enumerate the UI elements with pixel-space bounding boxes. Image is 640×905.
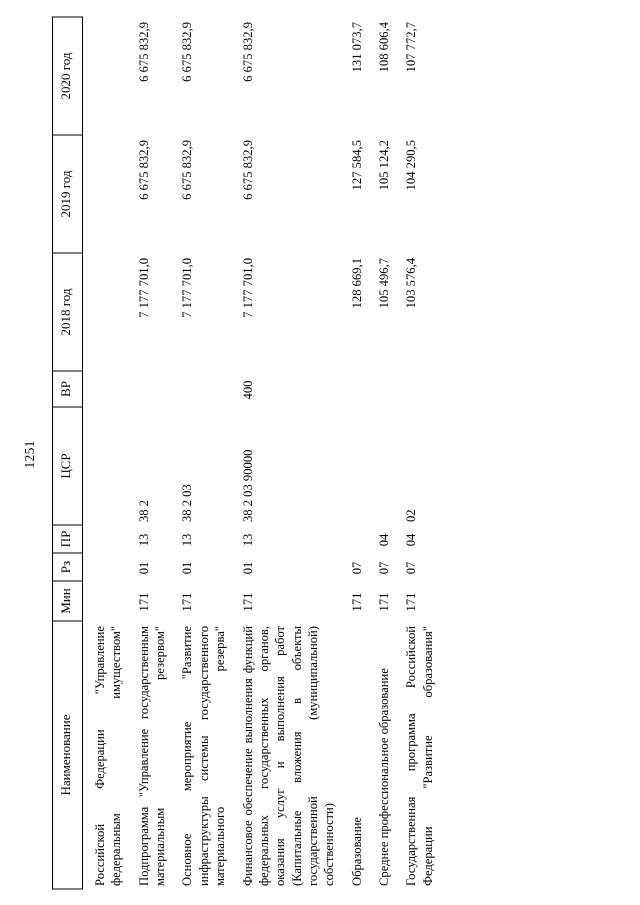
cell-amount-2019: 6 675 832,9 [240, 139, 255, 200]
cell-csr: 38 2 03 90000 [240, 449, 255, 522]
table-header: Наименование Мин Рз ПР ЦСР ВР 2018 год 2… [52, 16, 83, 889]
cell-vr [367, 371, 394, 407]
cell-amount-2018 [83, 253, 127, 371]
column-header-year-2018: 2018 год [52, 252, 83, 371]
cell-csr: 38 2 [136, 499, 151, 522]
cell-pr: 04 [404, 533, 419, 546]
cell-name: Российской Федерации "Управление федерал… [93, 625, 124, 886]
cell-rz [83, 553, 127, 581]
cell-pr: 13 [136, 533, 151, 546]
cell-amount-2019: 6 675 832,9 [136, 139, 151, 200]
table-row: Образование 171 07 128 669,1 127 584,5 131 07… [340, 17, 367, 889]
column-header-min: Мин [52, 580, 83, 621]
table-row: Среднее профессиональное образование 171 0… [367, 17, 394, 889]
cell-min: 171 [377, 592, 392, 611]
cell-vr [394, 371, 438, 407]
cell-amount-2018: 7 177 701,0 [180, 257, 195, 318]
cell-pr: 13 [180, 533, 195, 546]
cell-amount-2018: 105 496,7 [377, 257, 392, 308]
table-row: Финансовое обеспечение выполнения функци… [231, 17, 340, 889]
cell-min [83, 581, 127, 621]
cell-amount-2018: 7 177 701,0 [240, 257, 255, 318]
cell-vr: 400 [240, 380, 255, 399]
cell-vr [83, 371, 127, 407]
cell-rz: 01 [180, 561, 195, 574]
cell-name: Подпрограмма "Управление государственным… [136, 625, 168, 886]
cell-amount-2020: 108 606,4 [377, 21, 392, 72]
table-row: Основное мероприятие "Развитие инфрастру… [170, 17, 230, 889]
page-number: 1251 [22, 439, 37, 468]
cell-amount-2018: 103 576,4 [404, 257, 419, 308]
cell-amount-2018: 7 177 701,0 [136, 257, 151, 318]
cell-vr [170, 371, 230, 407]
cell-amount-2019: 105 124,2 [377, 139, 392, 190]
cell-pr: 04 [377, 533, 392, 546]
column-header-rz: Рз [52, 552, 83, 581]
cell-name: Среднее профессиональное образование [377, 667, 392, 886]
cell-name: Образование [349, 816, 364, 886]
cell-min: 171 [404, 592, 419, 611]
cell-min: 171 [136, 592, 151, 611]
cell-csr [340, 407, 367, 525]
cell-rz: 07 [377, 561, 392, 574]
cell-amount-2020: 6 675 832,9 [180, 21, 195, 82]
column-header-pr: ПР [52, 524, 83, 553]
cell-amount-2018: 128 669,1 [349, 257, 364, 308]
cell-amount-2019: 6 675 832,9 [180, 139, 195, 200]
cell-rz: 01 [240, 561, 255, 574]
table-row: Подпрограмма "Управление государственным… [127, 17, 171, 889]
cell-pr: 13 [240, 533, 255, 546]
cell-min: 171 [240, 592, 255, 611]
cell-name: Финансовое обеспечение выполнения функци… [240, 625, 337, 886]
cell-min: 171 [349, 592, 364, 611]
budget-allocation-table: Наименование Мин Рз ПР ЦСР ВР 2018 год 2… [52, 16, 438, 889]
table-header-row: Наименование Мин Рз ПР ЦСР ВР 2018 год 2… [52, 16, 83, 889]
column-header-name: Наименование [52, 620, 83, 889]
cell-amount-2019 [83, 135, 127, 253]
table-row: Государственная программа Российской Фед… [394, 17, 438, 889]
table-row: Российской Федерации "Управление федерал… [83, 17, 127, 889]
cell-csr: 38 2 03 [180, 483, 195, 522]
cell-vr [340, 371, 367, 407]
cell-amount-2020: 6 675 832,9 [136, 21, 151, 82]
cell-vr [127, 371, 171, 407]
cell-csr [367, 407, 394, 525]
cell-amount-2020: 107 772,7 [404, 21, 419, 72]
column-header-year-2020: 2020 год [52, 16, 83, 135]
cell-csr [83, 407, 127, 525]
cell-min: 171 [180, 592, 195, 611]
column-header-vr: ВР [52, 370, 83, 407]
cell-amount-2019: 127 584,5 [349, 139, 364, 190]
table-body: Российской Федерации "Управление федерал… [83, 17, 439, 889]
cell-name: Основное мероприятие "Развитие инфрастру… [180, 625, 228, 886]
column-header-csr: ЦСР [52, 406, 83, 525]
cell-rz: 07 [349, 561, 364, 574]
cell-rz: 07 [404, 561, 419, 574]
cell-name: Государственная программа Российской Фед… [404, 625, 435, 886]
cell-pr [83, 525, 127, 553]
cell-amount-2020: 6 675 832,9 [240, 21, 255, 82]
cell-csr: 02 [404, 508, 419, 522]
cell-amount-2019: 104 290,5 [404, 139, 419, 190]
cell-amount-2020: 131 073,7 [349, 21, 364, 72]
column-header-year-2019: 2019 год [52, 134, 83, 253]
cell-amount-2020 [83, 17, 127, 135]
cell-rz: 01 [136, 561, 151, 574]
cell-pr [340, 525, 367, 553]
